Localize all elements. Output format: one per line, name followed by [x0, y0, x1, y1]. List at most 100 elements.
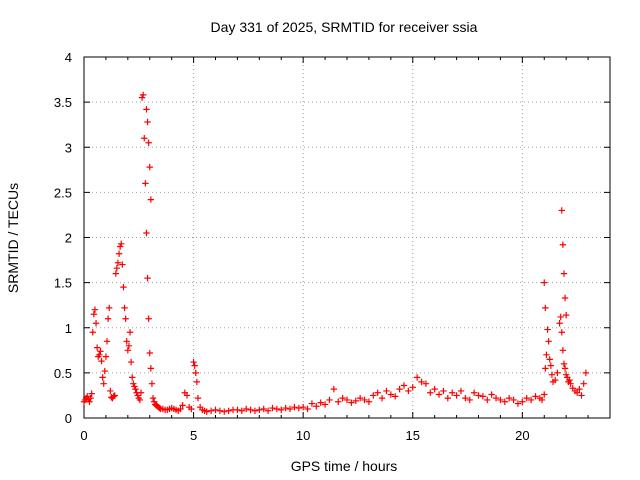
srmtid-point — [269, 404, 276, 412]
srmtid-point — [145, 315, 152, 322]
srmtid-point — [405, 387, 412, 395]
srmtid-point — [321, 401, 329, 408]
srmtid-point — [260, 405, 267, 413]
srmtid-point — [343, 396, 351, 404]
srmtid-point — [193, 378, 201, 386]
srmtid-peak-point — [144, 118, 151, 126]
srmtid-point — [538, 396, 546, 404]
srmtid-point — [136, 396, 144, 404]
srmtid-point — [112, 270, 119, 277]
srmtid-point — [409, 384, 416, 391]
srmtid-point — [91, 306, 99, 313]
srmtid-point — [444, 394, 452, 402]
x-tick-label: 5 — [190, 428, 197, 443]
data-points — [80, 91, 590, 415]
srmtid-point — [566, 376, 573, 384]
srmtid-point — [295, 404, 302, 412]
srmtid-point — [144, 274, 151, 282]
srmtid-peak-point — [561, 294, 569, 302]
srmtid-point — [541, 391, 548, 398]
srmtid-point — [479, 393, 487, 400]
srmtid-point — [102, 353, 110, 360]
srmtid-point — [103, 338, 111, 345]
srmtid-point — [190, 358, 197, 366]
srmtid-point — [146, 349, 153, 357]
srmtid-point — [556, 320, 563, 327]
srmtid-point — [567, 380, 574, 387]
srmtid-peak-point — [143, 106, 150, 113]
srmtid-point — [125, 342, 133, 349]
srmtid-point — [242, 405, 250, 413]
y-axis-label: SRMTID / TECUs — [5, 183, 21, 293]
srmtid-point — [225, 407, 232, 414]
srmtid-point — [106, 304, 113, 312]
grid-lines — [84, 57, 610, 418]
srmtid-point — [212, 406, 219, 414]
srmtid-point — [497, 396, 504, 404]
srmtid-point — [86, 398, 93, 405]
srmtid-point — [546, 356, 553, 363]
srmtid-point — [330, 385, 338, 393]
srmtid-point — [527, 396, 535, 404]
y-tick-label: 1.5 — [54, 276, 72, 291]
srmtid-point — [100, 380, 107, 387]
srmtid-point — [557, 313, 564, 321]
srmtid-point — [387, 391, 395, 398]
srmtid-point — [413, 374, 421, 381]
srmtid-point — [383, 387, 390, 395]
srmtid-point — [431, 385, 438, 393]
srmtid-point — [304, 405, 311, 413]
srmtid-point — [118, 240, 125, 248]
srmtid-point — [247, 406, 254, 414]
srmtid-point — [216, 407, 224, 414]
srmtid-peak-point — [541, 279, 548, 286]
srmtid-point — [188, 405, 195, 413]
srmtid-point — [492, 394, 500, 402]
srmtid-point — [96, 351, 103, 359]
srmtid-point — [132, 385, 139, 393]
srmtid-point — [554, 369, 561, 377]
srmtid-point — [514, 400, 522, 407]
srmtid-point — [378, 394, 386, 402]
srmtid-point — [207, 407, 215, 414]
srmtid-point — [299, 403, 307, 411]
srmtid-point — [317, 399, 324, 406]
srmtid-point — [107, 387, 114, 395]
srmtid-point — [92, 320, 100, 327]
srmtid-point — [427, 389, 434, 396]
srmtid-point — [149, 394, 157, 402]
srmtid-point — [462, 394, 469, 402]
srmtid-point — [484, 396, 491, 404]
srmtid-point — [361, 396, 368, 404]
srmtid-point — [453, 392, 460, 399]
srmtid-point — [113, 264, 121, 272]
srmtid-point — [370, 392, 377, 399]
srmtid-point — [573, 389, 581, 396]
srmtid-point — [156, 404, 163, 412]
srmtid-point — [97, 348, 104, 355]
srmtid-point — [582, 369, 590, 377]
chart-title: Day 331 of 2025, SRMTID for receiver ssi… — [211, 19, 478, 35]
srmtid-point — [121, 304, 128, 312]
srmtid-point — [576, 385, 583, 393]
srmtid-point — [466, 396, 473, 404]
y-tick-label: 0.5 — [54, 366, 72, 381]
srmtid-point — [488, 391, 495, 398]
srmtid-point — [93, 344, 101, 351]
x-tick-label: 0 — [80, 428, 87, 443]
y-tick-label: 1 — [65, 321, 72, 336]
srmtid-peak-point — [558, 207, 565, 214]
y-tick-label: 3.5 — [54, 95, 72, 110]
srmtid-point — [396, 385, 403, 393]
srmtid-point — [122, 315, 129, 322]
x-tick-label: 20 — [515, 428, 529, 443]
srmtid-point — [352, 397, 359, 405]
srmtid-peak-point — [145, 139, 152, 146]
srmtid-point — [547, 362, 555, 369]
srmtid-point — [192, 369, 199, 377]
srmtid-point — [543, 351, 550, 359]
srmtid-point — [282, 404, 289, 412]
srmtid-point — [558, 329, 565, 336]
x-axis-label: GPS time / hours — [291, 458, 398, 474]
srmtid-point — [278, 406, 285, 414]
